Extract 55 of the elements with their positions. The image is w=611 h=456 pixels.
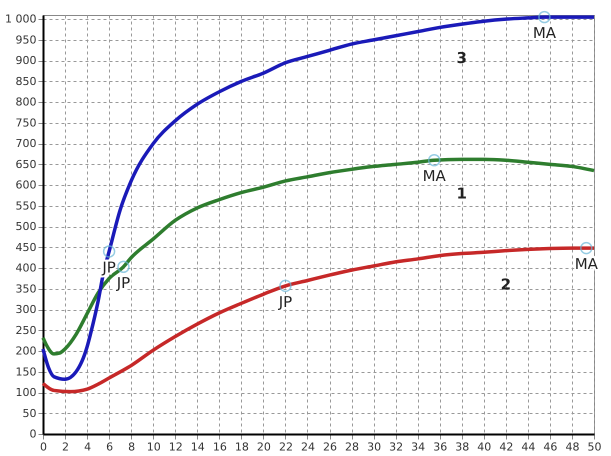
- x-tick-label: 2: [62, 440, 70, 454]
- y-tick-label: 150: [16, 365, 36, 378]
- x-tick-label: 44: [521, 440, 536, 454]
- y-tick-label: 950: [16, 33, 36, 46]
- y-tick-label: 300: [16, 303, 36, 316]
- x-tick-label: 50: [588, 440, 602, 454]
- series-label: 3: [456, 49, 467, 68]
- x-tick-label: 6: [106, 440, 114, 454]
- y-tick-label: 250: [16, 324, 36, 337]
- x-tick-label: 48: [565, 440, 580, 454]
- series-label: 2: [500, 276, 512, 294]
- series-label: 1: [456, 184, 467, 202]
- annotation: JP: [278, 292, 292, 311]
- y-tick-label: 200: [16, 344, 36, 358]
- x-tick-label: 36: [433, 440, 448, 454]
- x-tick-label: 30: [367, 440, 382, 454]
- x-tick-label: 18: [234, 440, 249, 454]
- x-tick-label: 28: [345, 440, 360, 454]
- x-tick-label: 8: [128, 440, 136, 454]
- x-tick-label: 40: [477, 440, 492, 454]
- annotation: JP: [116, 274, 130, 292]
- y-tick-label: 850: [16, 74, 36, 88]
- y-tick-label: 350: [16, 282, 36, 296]
- y-tick-label: 600: [16, 178, 36, 192]
- x-tick-label: 16: [212, 440, 227, 454]
- x-tick-label: 34: [411, 440, 426, 454]
- x-tick-label: 10: [146, 440, 161, 454]
- annotation: MA: [574, 255, 599, 274]
- x-tick-label: 46: [543, 440, 558, 454]
- y-tick-label: 700: [16, 137, 36, 150]
- annotation: MA: [532, 24, 557, 42]
- x-tick-label: 38: [455, 440, 470, 454]
- x-tick-label: 0: [40, 440, 47, 454]
- x-tick-label: 12: [168, 440, 183, 454]
- y-tick-label: 900: [16, 54, 36, 68]
- y-tick-label: 450: [16, 240, 36, 254]
- x-tick-label: 14: [190, 440, 205, 454]
- y-tick-label: 100: [16, 386, 36, 400]
- y-tick-label: 1 000: [5, 12, 36, 26]
- y-tick-label: 50: [22, 406, 36, 420]
- x-tick-label: 42: [499, 440, 514, 454]
- annotation: MA: [422, 167, 447, 186]
- y-tick-label: 400: [16, 262, 36, 275]
- y-tick-label: 500: [16, 220, 36, 234]
- y-tick-label: 650: [16, 158, 36, 171]
- x-tick-label: 4: [84, 440, 92, 454]
- x-tick-label: 24: [300, 440, 315, 454]
- x-tick-label: 32: [389, 440, 404, 454]
- x-tick-label: 26: [323, 440, 338, 454]
- y-tick-label: 800: [16, 96, 36, 109]
- y-tick-label: 0: [30, 428, 36, 440]
- x-tick-label: 22: [278, 440, 293, 454]
- y-tick-label: 550: [16, 199, 36, 212]
- x-tick-label: 20: [256, 440, 271, 454]
- y-tick-label: 750: [16, 116, 36, 130]
